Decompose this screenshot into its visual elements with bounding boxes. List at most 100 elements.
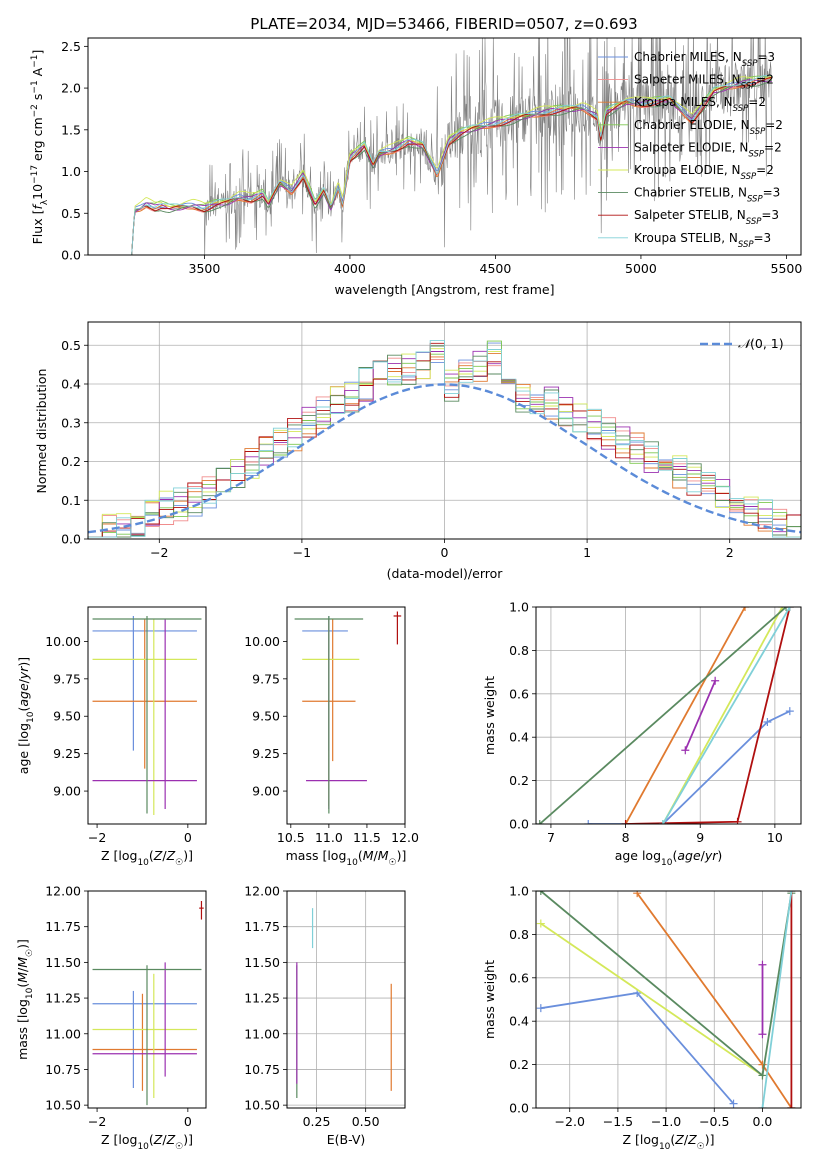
data-point-marker xyxy=(633,891,642,898)
y-tick-label: 0.5 xyxy=(61,206,81,221)
model-spectrum-line xyxy=(131,79,772,255)
y-tick-label: 9.25 xyxy=(53,746,81,761)
y-tick-label: 1.0 xyxy=(61,164,81,179)
data-point-marker xyxy=(787,891,796,895)
plot-area xyxy=(536,891,801,1108)
x-tick-label: 0 xyxy=(184,830,192,845)
x-tick-label: 12.0 xyxy=(391,830,419,845)
x-tick-label: 0.25 xyxy=(303,1114,331,1129)
y-tick-label: 9.25 xyxy=(252,746,280,761)
y-tick-label: 0.6 xyxy=(509,686,529,701)
data-point-marker xyxy=(758,1104,767,1108)
x-tick-label: 0.50 xyxy=(352,1114,380,1129)
x-tick-label: −2 xyxy=(88,830,106,845)
plot-area xyxy=(92,615,202,816)
data-point-marker xyxy=(711,676,720,685)
axes-frame xyxy=(87,606,207,825)
y-tick-label: 11.00 xyxy=(244,1026,280,1041)
y-axis-label: Normed distribution xyxy=(34,369,49,494)
data-point-marker xyxy=(536,919,545,928)
cumulative-mass-line xyxy=(588,710,791,824)
y-tick-label: 0.2 xyxy=(509,1057,529,1072)
data-point-marker xyxy=(787,1104,796,1108)
y-tick-label: 0.8 xyxy=(509,643,529,658)
axes-residuals: −2 −1 0 1 2 0.0 0.1 0.2 0.3 0.4 0.5 (data-model)/er… xyxy=(34,321,802,581)
x-tick-label: 0 xyxy=(184,1114,192,1129)
y-tick-label: 10.00 xyxy=(244,634,280,649)
y-tick-label: 1.0 xyxy=(509,884,529,899)
y-tick-label: 0.0 xyxy=(509,1101,529,1116)
x-tick-label: 2 xyxy=(726,545,734,560)
legend-entry: Chabrier STELIB, NSSP=3 xyxy=(634,186,780,205)
x-tick-label: −2 xyxy=(88,1114,106,1129)
y-tick-label: 11.50 xyxy=(244,955,280,970)
legend-entry: Salpeter STELIB, NSSP=3 xyxy=(634,208,779,227)
x-tick-label: 5000 xyxy=(625,261,657,276)
x-axis-label: wavelength [Angstrom, rest frame] xyxy=(334,282,554,297)
y-tick-label: 0.1 xyxy=(61,493,81,508)
y-tick-label: 0.8 xyxy=(509,927,529,942)
x-axis-label: Z [log10(Z/Z☉)] xyxy=(101,1132,193,1152)
x-tick-label: 4000 xyxy=(334,261,366,276)
y-tick-label: 11.50 xyxy=(45,955,81,970)
cumulative-mass-line xyxy=(662,607,791,824)
y-tick-label: 0.5 xyxy=(61,338,81,353)
y-tick-label: 10.00 xyxy=(45,634,81,649)
axes-age_vs_mass: 10.5 11.0 11.5 12.0 9.00 9.25 9.50 9.75 10.00 mas… xyxy=(244,606,419,868)
y-tick-label: 11.25 xyxy=(45,991,81,1006)
x-tick-label: −2.0 xyxy=(555,1114,585,1129)
x-axis-label: mass [log10(M/M☉)] xyxy=(286,848,407,868)
data-point-marker xyxy=(758,1071,767,1080)
x-tick-label: −0.5 xyxy=(699,1114,729,1129)
y-axis-label: mass weight xyxy=(482,676,497,755)
data-point-marker xyxy=(729,1099,738,1108)
plot-area xyxy=(287,891,405,1108)
y-tick-label: 10.50 xyxy=(244,1098,280,1113)
x-tick-label: 10.5 xyxy=(277,830,305,845)
x-tick-label: −1 xyxy=(293,545,311,560)
data-point-marker xyxy=(758,960,767,969)
axes-frame xyxy=(535,606,802,825)
data-point-marker xyxy=(758,1030,767,1039)
plot-area xyxy=(88,322,801,539)
y-tick-label: 9.75 xyxy=(252,671,280,686)
y-tick-label: 11.00 xyxy=(45,1026,81,1041)
normal-curve xyxy=(88,383,801,534)
x-tick-label: 5500 xyxy=(771,261,803,276)
axes-frame xyxy=(286,606,406,825)
x-tick-label: 0.0 xyxy=(753,1114,773,1129)
y-tick-label: 0.4 xyxy=(61,377,81,392)
axes-cumulative_mass_vs_age: 7 8 9 10 0.0 0.2 0.4 0.6 0.8 1.0 age log10(age/yr)… xyxy=(482,600,802,868)
data-point-marker xyxy=(733,817,742,824)
x-tick-label: 9 xyxy=(696,830,704,845)
x-tick-label: 3500 xyxy=(189,261,221,276)
axes-frame xyxy=(87,890,207,1109)
y-tick-label: 0.4 xyxy=(509,1014,529,1029)
cumulative-mass-line xyxy=(540,922,764,1077)
model-spectrum-line xyxy=(131,75,772,255)
y-tick-label: 10.75 xyxy=(45,1062,81,1077)
legend-entry: Chabrier MILES, NSSP=3 xyxy=(634,50,775,69)
data-point-marker xyxy=(536,820,544,824)
legend-entry: Chabrier ELODIE, NSSP=2 xyxy=(634,118,783,137)
plot-area xyxy=(92,900,204,1106)
x-tick-label: 8 xyxy=(622,830,630,845)
data-point-marker xyxy=(741,607,750,611)
y-tick-label: 2.0 xyxy=(61,81,81,96)
legend-entry: 𝒩(0, 1) xyxy=(738,336,784,351)
x-axis-label: Z [log10(Z/Z☉)] xyxy=(622,1132,714,1152)
data-point-marker xyxy=(681,746,690,755)
y-tick-label: 0.0 xyxy=(61,248,81,263)
figure-title: PLATE=2034, MJD=53466, FIBERID=0507, z=0… xyxy=(250,15,637,33)
x-axis-label: E(B-V) xyxy=(327,1132,366,1147)
axes-age_vs_Z: −2 0 9.00 9.25 9.50 9.75 10.00 Z [log10(Z/Z☉)] a… xyxy=(16,606,207,868)
y-tick-label: 11.25 xyxy=(244,991,280,1006)
y-axis-label: age [log10(age/yr)] xyxy=(16,657,36,774)
cumulative-mass-line xyxy=(684,680,717,751)
cumulative-mass-line xyxy=(662,607,784,824)
y-tick-label: 11.75 xyxy=(45,919,81,934)
y-tick-label: 9.50 xyxy=(53,709,81,724)
x-tick-label: 0 xyxy=(441,545,449,560)
y-tick-label: 0.6 xyxy=(509,970,529,985)
